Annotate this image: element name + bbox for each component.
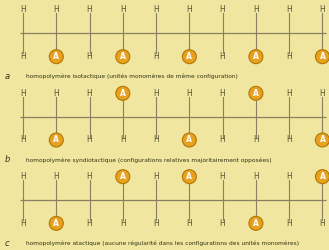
Text: A: A bbox=[120, 52, 126, 61]
Text: H: H bbox=[319, 219, 325, 228]
Text: H: H bbox=[253, 6, 259, 15]
Text: A: A bbox=[120, 172, 126, 181]
Text: H: H bbox=[286, 89, 292, 98]
Ellipse shape bbox=[49, 50, 63, 64]
Text: H: H bbox=[153, 6, 159, 15]
Text: H: H bbox=[87, 6, 92, 15]
Text: H: H bbox=[120, 136, 126, 144]
Text: H: H bbox=[187, 6, 192, 15]
Ellipse shape bbox=[49, 216, 63, 230]
Text: b: b bbox=[5, 156, 10, 164]
Text: H: H bbox=[187, 219, 192, 228]
Text: H: H bbox=[20, 52, 26, 61]
Text: H: H bbox=[253, 136, 259, 144]
Text: H: H bbox=[120, 6, 126, 15]
Text: A: A bbox=[319, 172, 325, 181]
Text: A: A bbox=[187, 136, 192, 144]
Text: H: H bbox=[53, 89, 59, 98]
Text: A: A bbox=[187, 52, 192, 61]
Text: H: H bbox=[286, 219, 292, 228]
Text: H: H bbox=[220, 136, 225, 144]
Text: H: H bbox=[87, 172, 92, 181]
Text: A: A bbox=[253, 219, 259, 228]
Text: H: H bbox=[319, 6, 325, 15]
Text: H: H bbox=[153, 219, 159, 228]
Ellipse shape bbox=[249, 86, 263, 100]
Text: H: H bbox=[20, 136, 26, 144]
Text: H: H bbox=[286, 172, 292, 181]
Ellipse shape bbox=[316, 170, 329, 184]
Ellipse shape bbox=[116, 170, 130, 184]
Text: H: H bbox=[20, 89, 26, 98]
Text: A: A bbox=[319, 52, 325, 61]
Text: A: A bbox=[120, 89, 126, 98]
Text: a: a bbox=[5, 72, 10, 81]
Text: H: H bbox=[87, 136, 92, 144]
Text: A: A bbox=[53, 136, 59, 144]
Text: H: H bbox=[153, 52, 159, 61]
Text: A: A bbox=[53, 52, 59, 61]
Text: H: H bbox=[220, 52, 225, 61]
Text: homopolymère isotactique (unités monomères de même configuration): homopolymère isotactique (unités monomèr… bbox=[26, 74, 238, 80]
Ellipse shape bbox=[49, 133, 63, 147]
Text: H: H bbox=[53, 172, 59, 181]
Ellipse shape bbox=[316, 133, 329, 147]
Text: H: H bbox=[187, 89, 192, 98]
Ellipse shape bbox=[249, 50, 263, 64]
Text: A: A bbox=[253, 52, 259, 61]
Text: H: H bbox=[220, 89, 225, 98]
Ellipse shape bbox=[116, 86, 130, 100]
Text: H: H bbox=[120, 219, 126, 228]
Text: H: H bbox=[286, 52, 292, 61]
Text: homopolymère syndiotactique (configurations relatives majoritairement opposées): homopolymère syndiotactique (configurati… bbox=[26, 157, 272, 163]
Text: H: H bbox=[253, 172, 259, 181]
Text: H: H bbox=[87, 89, 92, 98]
Text: A: A bbox=[53, 219, 59, 228]
Ellipse shape bbox=[316, 50, 329, 64]
Ellipse shape bbox=[249, 216, 263, 230]
Text: H: H bbox=[286, 6, 292, 15]
Text: H: H bbox=[20, 6, 26, 15]
Text: H: H bbox=[87, 52, 92, 61]
Text: H: H bbox=[220, 172, 225, 181]
Text: H: H bbox=[153, 89, 159, 98]
Text: c: c bbox=[5, 239, 10, 248]
Text: H: H bbox=[153, 172, 159, 181]
Ellipse shape bbox=[182, 170, 196, 184]
Text: H: H bbox=[220, 219, 225, 228]
Ellipse shape bbox=[182, 50, 196, 64]
Text: H: H bbox=[153, 136, 159, 144]
Ellipse shape bbox=[182, 133, 196, 147]
Text: A: A bbox=[319, 136, 325, 144]
Text: homopolymère atactique (aucune régularité dans les configurations des unités mon: homopolymère atactique (aucune régularit… bbox=[26, 240, 299, 246]
Text: H: H bbox=[20, 172, 26, 181]
Ellipse shape bbox=[116, 50, 130, 64]
Text: H: H bbox=[53, 6, 59, 15]
Text: H: H bbox=[319, 89, 325, 98]
Text: A: A bbox=[253, 89, 259, 98]
Text: H: H bbox=[286, 136, 292, 144]
Text: H: H bbox=[87, 219, 92, 228]
Text: H: H bbox=[220, 6, 225, 15]
Text: H: H bbox=[20, 219, 26, 228]
Text: A: A bbox=[187, 172, 192, 181]
